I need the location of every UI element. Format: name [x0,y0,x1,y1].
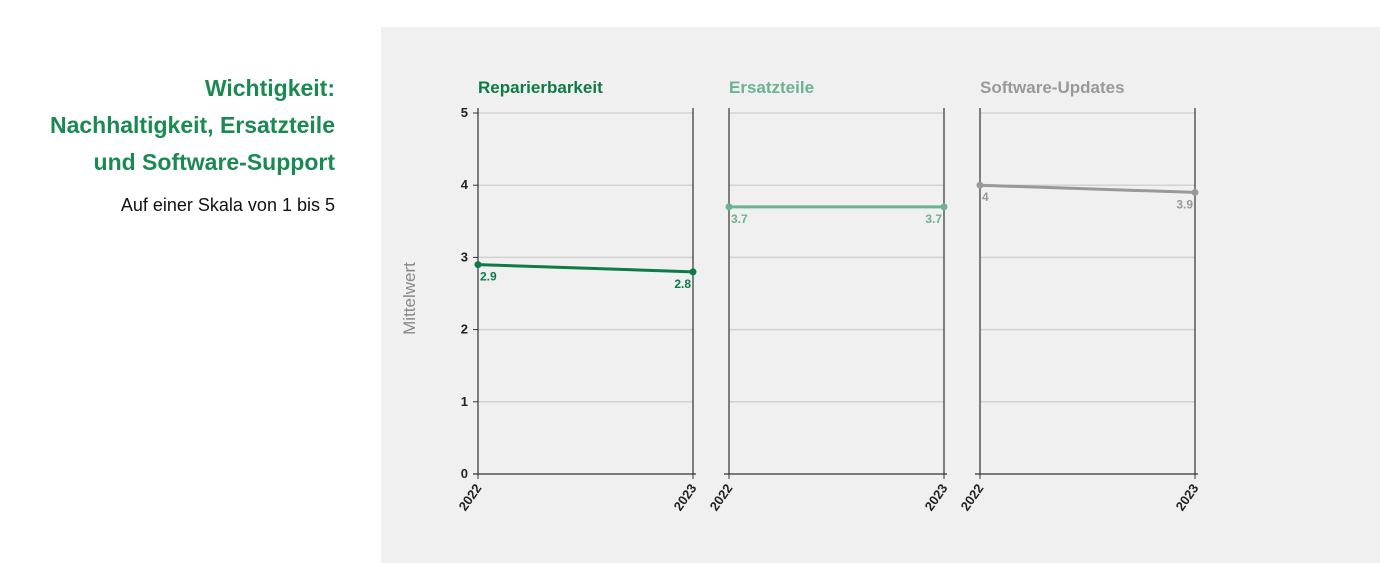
panel-title: Reparierbarkeit [478,78,603,97]
y-tick-label: 2 [461,322,468,337]
x-tick-label: 2022 [456,481,485,513]
data-point [976,181,984,189]
series-line [979,183,1196,194]
data-point [725,203,733,211]
x-tick-label: 2023 [671,481,700,513]
y-tick-label: 5 [461,105,468,120]
intro-block: Wichtigkeit: Nachhaltigkeit, Ersatzteile… [0,70,335,216]
x-tick-label: 2022 [958,481,987,513]
data-label: 2.9 [480,270,497,284]
data-point [474,261,482,269]
panel-title: Software-Updates [980,78,1125,97]
chart-panel: Mittelwert 0 1 2 3 4 5 2022 2023 Reparierbarkeit 2… [381,27,1380,563]
panel-title: Ersatzteile [729,78,814,97]
data-label: 3.9 [1176,197,1193,211]
chart-subtitle: Auf einer Skala von 1 bis 5 [120,195,335,215]
heading-line-2: Nachhaltigkeit, Ersatzteile [49,112,335,138]
data-point [1191,188,1199,196]
y-tick-label: 1 [461,394,468,409]
data-label: 4 [982,190,989,204]
series-line [477,263,694,274]
data-point [940,203,948,211]
y-tick-label: 3 [461,249,468,264]
data-label: 3.7 [731,212,748,226]
y-tick-label: 0 [461,466,468,481]
y-axis-title: Mittelwert [400,262,419,335]
heading-line-3: und Software-Support [93,149,335,175]
data-point [689,268,697,276]
y-tick-label: 4 [461,177,469,192]
data-label: 3.7 [925,212,942,226]
heading-line-1: Wichtigkeit: [204,75,335,101]
x-tick-label: 2022 [707,481,736,513]
chart-heading: Wichtigkeit: Nachhaltigkeit, Ersatzteile… [0,70,335,181]
x-tick-label: 2023 [922,481,951,513]
x-tick-label: 2023 [1173,481,1202,513]
data-label: 2.8 [674,277,691,291]
